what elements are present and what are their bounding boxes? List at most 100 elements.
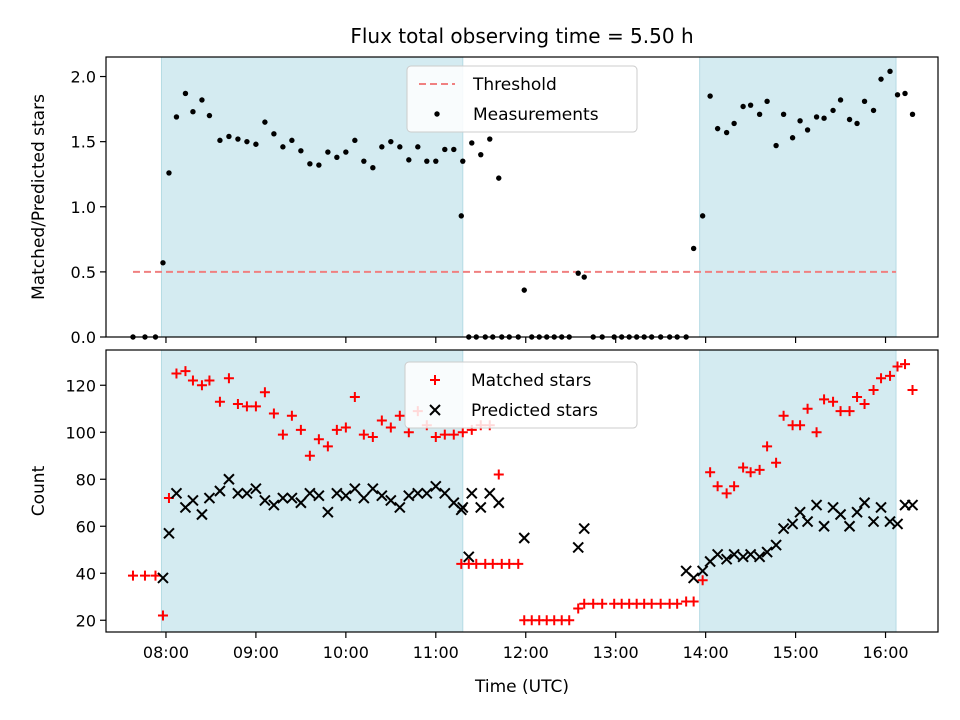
data-point (241, 401, 252, 412)
data-point (370, 164, 376, 171)
data-point (789, 135, 796, 141)
data-point (835, 406, 846, 417)
data-point (469, 140, 475, 146)
y-tick-label: 0.0 (71, 328, 96, 347)
chart-title: Flux total observing time = 5.50 h (350, 24, 693, 48)
data-point (280, 144, 286, 150)
data-point (870, 107, 877, 114)
legend-plus-swatch (430, 375, 440, 385)
data-point (573, 603, 584, 614)
y-tick-label: 1.5 (71, 133, 96, 152)
data-point (575, 270, 581, 276)
data-point (334, 154, 340, 160)
data-point (711, 548, 724, 561)
data-point (513, 558, 524, 569)
data-point (802, 403, 813, 414)
data-point (182, 90, 189, 97)
data-point (484, 487, 496, 500)
data-point (271, 131, 277, 137)
data-point (412, 487, 424, 500)
data-point (277, 492, 289, 504)
data-point (819, 394, 830, 405)
data-point (316, 162, 322, 168)
data-point (690, 245, 697, 252)
data-point (424, 158, 430, 164)
data-point (325, 149, 331, 155)
data-point (797, 118, 803, 124)
data-point (268, 499, 280, 511)
data-point (406, 157, 412, 163)
y-tick-label: 100 (65, 423, 96, 442)
x-tick-label: 12:00 (503, 643, 549, 662)
x-tick-label: 16:00 (862, 643, 908, 662)
data-point (705, 467, 716, 478)
data-point (262, 119, 268, 125)
data-point (268, 408, 279, 419)
data-point (286, 410, 297, 421)
data-point (830, 107, 836, 114)
data-point (828, 396, 839, 407)
data-point (740, 103, 746, 110)
data-point (388, 138, 394, 145)
data-point (738, 462, 749, 473)
data-point (421, 487, 433, 500)
data-point (851, 506, 863, 518)
data-point (909, 111, 916, 118)
data-point (504, 558, 515, 569)
data-point (729, 481, 740, 492)
data-point (379, 144, 385, 150)
x-tick-label: 14:00 (683, 643, 729, 662)
data-point (804, 127, 811, 133)
data-point (731, 120, 737, 127)
data-point (150, 570, 161, 581)
x-tick-label: 08:00 (143, 643, 189, 662)
data-point (385, 494, 397, 507)
data-point (707, 93, 713, 99)
data-point (493, 497, 505, 509)
data-point (304, 450, 315, 461)
data-point (884, 515, 896, 528)
data-point (810, 499, 823, 511)
legend-box (406, 65, 638, 133)
data-point (163, 527, 175, 540)
data-point (451, 146, 457, 153)
data-point (756, 111, 763, 118)
legend-label: Measurements (473, 105, 599, 125)
data-point (250, 482, 262, 495)
data-point (780, 111, 787, 118)
data-point (367, 431, 378, 442)
data-point (894, 92, 901, 98)
data-point (867, 515, 880, 528)
data-point (854, 120, 860, 127)
data-point (187, 494, 199, 507)
data-point (415, 144, 421, 150)
data-point (187, 375, 198, 386)
data-point (466, 487, 478, 500)
data-point (762, 441, 773, 452)
legend-x-swatch (429, 404, 441, 416)
data-point (127, 570, 138, 581)
data-point (821, 115, 827, 121)
data-point (813, 114, 820, 120)
data-point (304, 487, 316, 500)
data-point (764, 98, 770, 104)
data-point (349, 482, 361, 495)
shaded-interval (699, 349, 897, 633)
data-point (180, 366, 191, 377)
data-point (907, 384, 918, 395)
data-point (295, 424, 306, 435)
data-point (322, 506, 334, 518)
data-point (241, 487, 253, 500)
legend-label: Predicted stars (471, 401, 598, 421)
data-point (343, 149, 349, 155)
data-point (394, 501, 406, 514)
data-point (773, 142, 779, 149)
data-point (891, 518, 904, 530)
data-point (217, 137, 223, 144)
data-point (737, 551, 749, 563)
data-point (868, 384, 879, 395)
data-point (244, 138, 250, 145)
x-tick-label: 15:00 (773, 643, 819, 662)
data-point (313, 434, 324, 445)
